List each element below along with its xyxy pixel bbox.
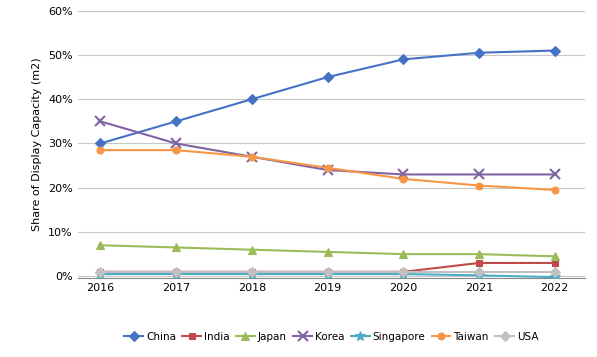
Line: Singapore: Singapore — [96, 269, 559, 282]
Singapore — [551, 275, 558, 279]
USA — [475, 270, 482, 274]
India — [97, 270, 104, 274]
China — [551, 49, 558, 53]
Singapore — [400, 272, 407, 276]
Taiwan — [173, 148, 180, 152]
India — [400, 270, 407, 274]
Singapore — [97, 272, 104, 276]
Korea — [173, 141, 180, 146]
USA — [551, 270, 558, 274]
Line: Korea: Korea — [96, 116, 559, 179]
Taiwan — [551, 188, 558, 192]
India — [475, 261, 482, 265]
Singapore — [173, 272, 180, 276]
Taiwan — [324, 166, 331, 170]
Taiwan — [400, 177, 407, 181]
China — [248, 97, 256, 101]
India — [248, 270, 256, 274]
Japan — [173, 245, 180, 250]
Y-axis label: Share of Display Capacity (m2): Share of Display Capacity (m2) — [32, 58, 42, 231]
China — [97, 141, 104, 146]
USA — [400, 270, 407, 274]
India — [324, 270, 331, 274]
Singapore — [324, 272, 331, 276]
China — [400, 57, 407, 61]
Japan — [551, 254, 558, 258]
India — [551, 261, 558, 265]
Taiwan — [97, 148, 104, 152]
Japan — [475, 252, 482, 256]
Taiwan — [248, 155, 256, 159]
China — [173, 119, 180, 124]
Japan — [248, 247, 256, 252]
Line: China: China — [97, 47, 558, 147]
Japan — [400, 252, 407, 256]
India — [173, 270, 180, 274]
China — [324, 75, 331, 79]
Korea — [248, 155, 256, 159]
Korea — [551, 172, 558, 177]
Singapore — [248, 272, 256, 276]
USA — [248, 270, 256, 274]
Korea — [97, 119, 104, 124]
Taiwan — [475, 183, 482, 188]
Legend: China, India, Japan, Korea, Singapore, Taiwan, USA: China, India, Japan, Korea, Singapore, T… — [124, 332, 538, 342]
Korea — [475, 172, 482, 177]
Korea — [400, 172, 407, 177]
Korea — [324, 168, 331, 172]
Line: Taiwan: Taiwan — [97, 147, 558, 193]
China — [475, 51, 482, 55]
Japan — [324, 250, 331, 254]
Line: India: India — [97, 260, 558, 275]
USA — [173, 270, 180, 274]
USA — [97, 270, 104, 274]
Line: Japan: Japan — [96, 241, 559, 261]
Singapore — [475, 273, 482, 277]
Japan — [97, 243, 104, 247]
USA — [324, 270, 331, 274]
Line: USA: USA — [97, 268, 558, 275]
